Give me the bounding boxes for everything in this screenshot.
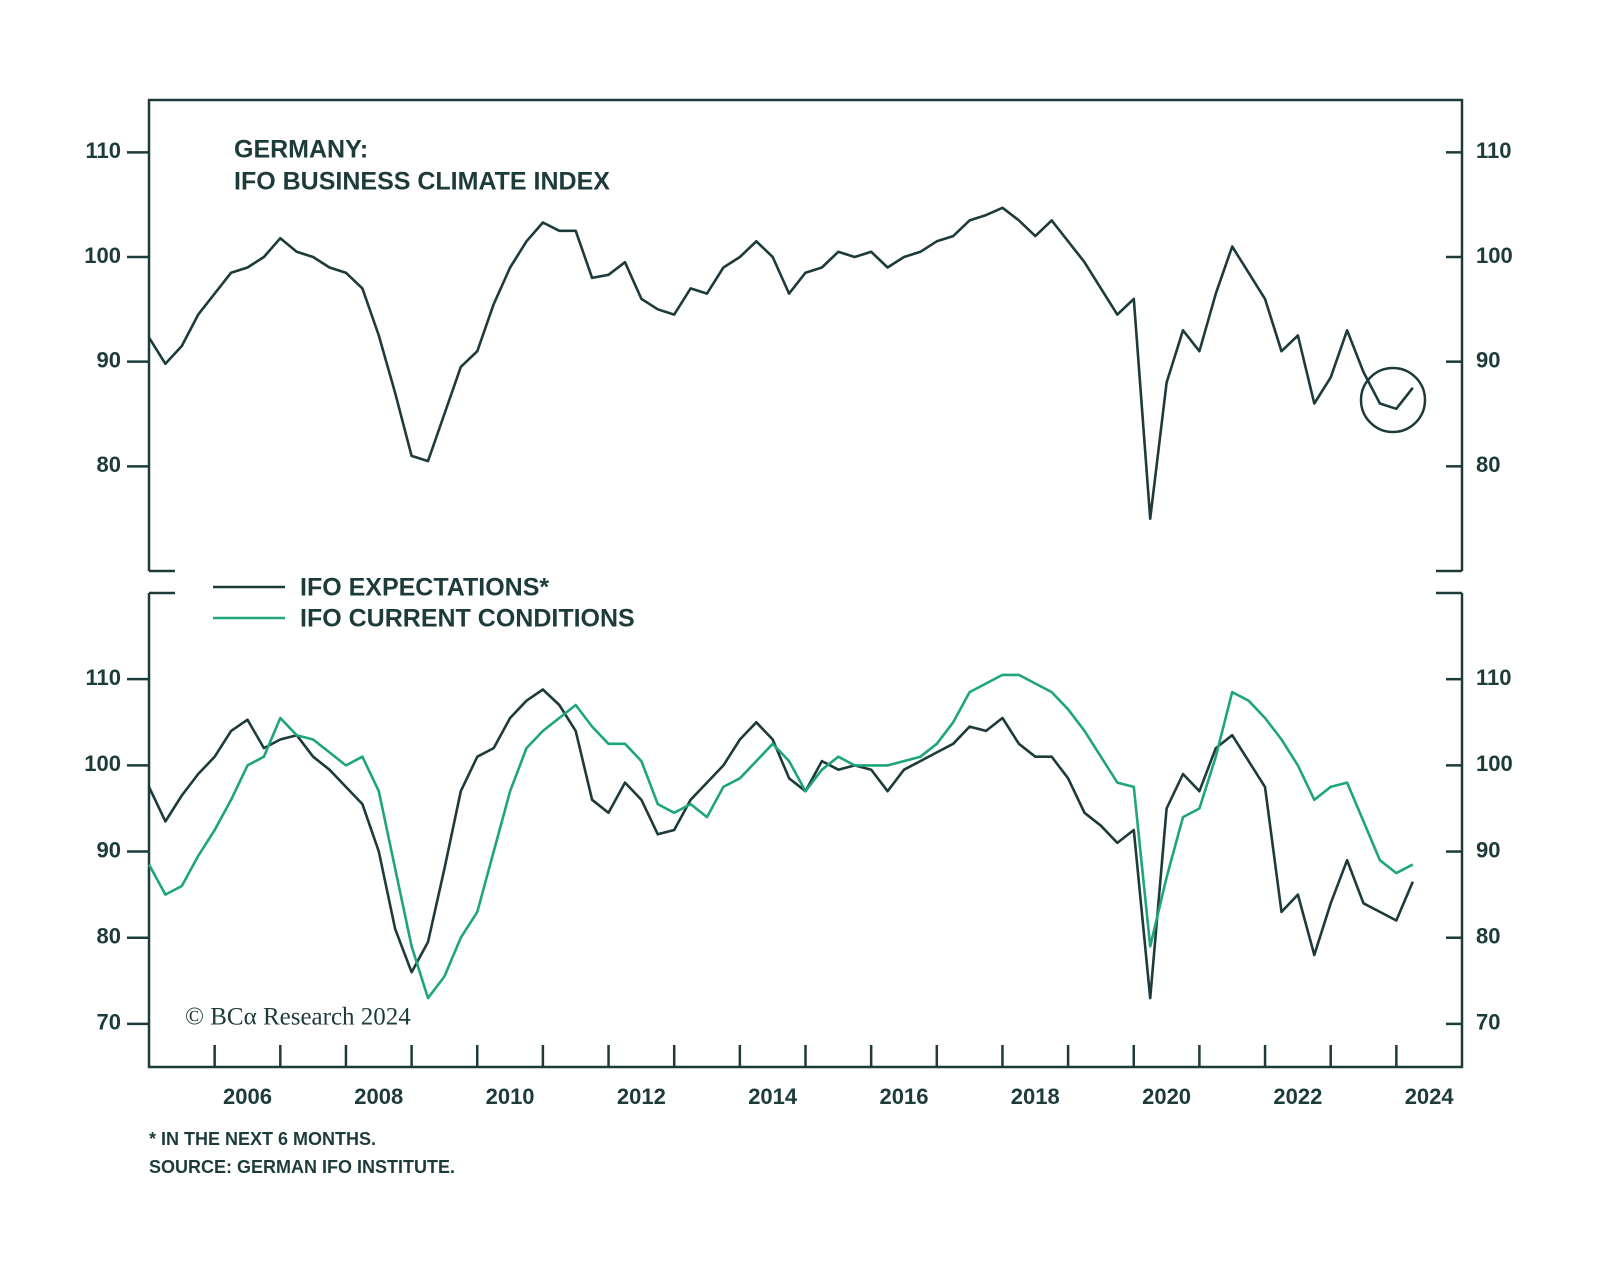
y-tick-label: 90 <box>97 837 121 862</box>
legend-label: IFO CURRENT CONDITIONS <box>300 605 635 633</box>
x-tick-label: 2016 <box>879 1084 928 1109</box>
y-tick-label: 70 <box>97 1010 121 1035</box>
x-tick-label: 2018 <box>1011 1084 1060 1109</box>
bottom-frame <box>147 593 1464 1069</box>
highlight-circle <box>1359 366 1427 434</box>
footnote: * IN THE NEXT 6 MONTHS. <box>149 1129 376 1149</box>
y-tick-label: 100 <box>84 243 121 268</box>
y-tick-label: 90 <box>97 347 121 372</box>
y-tick-label: 100 <box>84 751 121 776</box>
x-tick-label: 2006 <box>223 1084 272 1109</box>
legend-label: IFO EXPECTATIONS* <box>300 574 549 602</box>
x-tick-label: 2020 <box>1142 1084 1191 1109</box>
series-line <box>147 688 1414 1000</box>
watermark: © BCα Research 2024 <box>185 1004 411 1031</box>
y2-tick-label: 80 <box>1476 924 1500 949</box>
x-tick-label: 2012 <box>617 1084 666 1109</box>
x-tick-label: 2022 <box>1273 1084 1322 1109</box>
y2-tick-label: 100 <box>1476 243 1513 268</box>
y2-tick-label: 80 <box>1476 452 1500 477</box>
series-line <box>147 673 1414 1000</box>
x-tick-label: 2014 <box>748 1084 798 1109</box>
chart-subtitle: IFO BUSINESS CLIMATE INDEX <box>234 168 610 196</box>
footnote: SOURCE: GERMAN IFO INSTITUTE. <box>149 1157 455 1177</box>
y-tick-label: 110 <box>86 665 122 690</box>
x-tick-label: 2008 <box>354 1084 403 1109</box>
y2-tick-label: 110 <box>1476 665 1512 690</box>
x-tick-label: 2010 <box>486 1084 535 1109</box>
chart-title: GERMANY: <box>234 136 368 164</box>
y2-tick-label: 110 <box>1476 138 1512 163</box>
y-tick-label: 80 <box>97 452 121 477</box>
y2-tick-label: 90 <box>1476 347 1500 372</box>
series-line <box>147 206 1414 520</box>
x-tick-label: 2024 <box>1405 1084 1455 1109</box>
y2-tick-label: 100 <box>1476 751 1513 776</box>
y-tick-label: 110 <box>86 138 122 163</box>
top-frame <box>147 98 1464 571</box>
y-tick-label: 80 <box>97 924 121 949</box>
y2-tick-label: 70 <box>1476 1010 1500 1035</box>
y2-tick-label: 90 <box>1476 837 1500 862</box>
